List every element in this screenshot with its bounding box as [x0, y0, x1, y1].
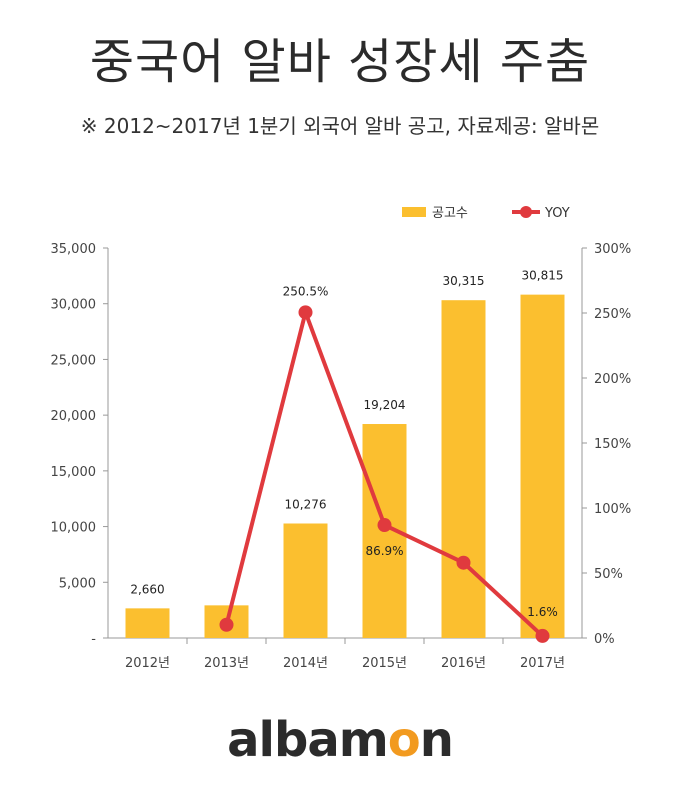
legend-line-label: YOY [544, 206, 570, 221]
bar-data-label: 30,815 [522, 269, 564, 283]
x-tick-label: 2015년 [362, 656, 407, 671]
y-left-tick-label: - [91, 632, 96, 647]
y-right-tick-label: 100% [594, 502, 631, 517]
bar [125, 608, 170, 638]
chart-title: 중국어 알바 성장세 주춤 [89, 34, 591, 90]
logo-text-accent: o [387, 712, 421, 768]
y-right-tick-label: 150% [594, 437, 631, 452]
y-left-tick-label: 15,000 [51, 465, 97, 480]
yoy-point [377, 518, 392, 533]
combo-chart: - 5,000 10,000 15,000 20,000 25,000 30,000 35,0… [51, 206, 631, 671]
y-left-tick-label: 20,000 [51, 409, 97, 424]
y-left-tick-label: 5,000 [59, 576, 96, 591]
bar [441, 300, 486, 638]
yoy-data-label: 86.9% [365, 544, 403, 558]
bar-data-label: 2,660 [130, 582, 164, 596]
albamon-logo: albamon [0, 712, 680, 768]
logo-text-end: n [419, 712, 454, 768]
y-right-tick-label: 300% [594, 242, 631, 257]
bar [520, 294, 565, 638]
y-right-tick-label: 0% [594, 632, 615, 647]
yoy-point [298, 305, 313, 320]
y-left-tick-label: 30,000 [51, 298, 97, 313]
y-left-tick-label: 35,000 [51, 242, 97, 257]
x-tick-label: 2012년 [125, 656, 170, 671]
x-tick-label: 2016년 [441, 656, 486, 671]
y-right-tick-label: 250% [594, 307, 631, 322]
legend-bar-label: 공고수 [432, 206, 468, 221]
y-right-tick-label: 50% [594, 567, 623, 582]
bar-data-label: 19,204 [364, 398, 406, 412]
yoy-point [535, 628, 550, 643]
x-tick-label: 2013년 [204, 656, 249, 671]
logo-text-main: albam [227, 712, 389, 768]
yoy-point [456, 555, 471, 570]
chart-subtitle: ※ 2012~2017년 1분기 외국어 알바 공고, 자료제공: 알바몬 [80, 114, 600, 138]
y-right-tick-label: 200% [594, 372, 631, 387]
yoy-data-label: 250.5% [283, 284, 329, 298]
legend-bar-swatch [402, 207, 426, 217]
yoy-data-label: 1.6% [527, 605, 558, 619]
x-tick-label: 2014년 [283, 656, 328, 671]
bar-data-label: 30,315 [443, 274, 485, 288]
y-left-tick-label: 25,000 [51, 353, 97, 368]
yoy-point [219, 617, 234, 632]
x-tick-label: 2017년 [520, 656, 565, 671]
bar-data-label: 10,276 [285, 497, 327, 511]
bar [283, 523, 328, 638]
legend-line-marker [520, 206, 532, 218]
y-left-tick-label: 10,000 [51, 521, 97, 536]
